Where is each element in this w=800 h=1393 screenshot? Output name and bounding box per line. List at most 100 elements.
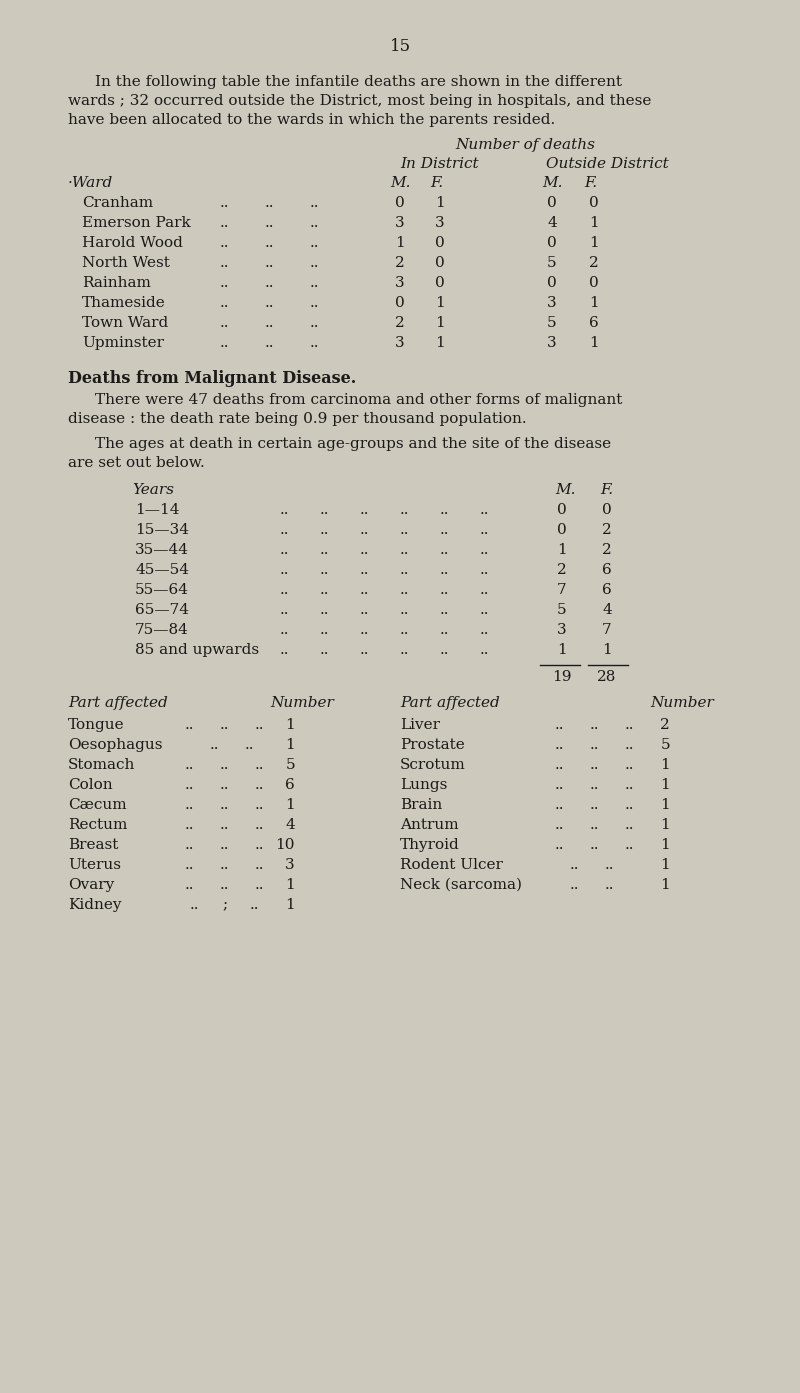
Text: 7: 7: [557, 584, 567, 598]
Text: ..: ..: [360, 603, 370, 617]
Text: ..: ..: [310, 276, 319, 290]
Text: ..: ..: [400, 623, 410, 637]
Text: 3: 3: [395, 336, 405, 350]
Text: ..: ..: [555, 779, 565, 793]
Text: Neck (sarcoma): Neck (sarcoma): [400, 878, 522, 892]
Text: ..: ..: [310, 316, 319, 330]
Text: M.: M.: [555, 483, 575, 497]
Text: 2: 2: [557, 563, 567, 577]
Text: ..: ..: [360, 644, 370, 657]
Text: M.: M.: [542, 176, 562, 189]
Text: Liver: Liver: [400, 717, 440, 731]
Text: ..: ..: [310, 336, 319, 350]
Text: ..: ..: [480, 543, 490, 557]
Text: wards ; 32 occurred outside the District, most being in hospitals, and these: wards ; 32 occurred outside the District…: [68, 93, 651, 109]
Text: ..: ..: [185, 878, 194, 892]
Text: ..: ..: [555, 758, 565, 772]
Text: Rainham: Rainham: [82, 276, 151, 290]
Text: 0: 0: [395, 295, 405, 311]
Text: ..: ..: [280, 584, 290, 598]
Text: ..: ..: [555, 798, 565, 812]
Text: 5: 5: [557, 603, 567, 617]
Text: 0: 0: [395, 196, 405, 210]
Text: ..: ..: [440, 584, 450, 598]
Text: 28: 28: [598, 670, 617, 684]
Text: 15—34: 15—34: [135, 522, 189, 536]
Text: ..: ..: [265, 196, 274, 210]
Text: 0: 0: [547, 196, 557, 210]
Text: ..: ..: [555, 717, 565, 731]
Text: F.: F.: [584, 176, 597, 189]
Text: ..: ..: [400, 644, 410, 657]
Text: ..: ..: [440, 503, 450, 517]
Text: 6: 6: [602, 584, 612, 598]
Text: 75—84: 75—84: [135, 623, 189, 637]
Text: 1: 1: [589, 216, 599, 230]
Text: ..: ..: [320, 522, 330, 536]
Text: ..: ..: [220, 235, 230, 249]
Text: ..: ..: [440, 563, 450, 577]
Text: Colon: Colon: [68, 779, 113, 793]
Text: ..: ..: [220, 818, 230, 832]
Text: ..: ..: [480, 584, 490, 598]
Text: 0: 0: [589, 276, 599, 290]
Text: 1: 1: [589, 336, 599, 350]
Text: ..: ..: [265, 276, 274, 290]
Text: ..: ..: [625, 798, 634, 812]
Text: Stomach: Stomach: [68, 758, 135, 772]
Text: 1: 1: [660, 878, 670, 892]
Text: ..: ..: [320, 603, 330, 617]
Text: F.: F.: [600, 483, 613, 497]
Text: ..: ..: [255, 818, 265, 832]
Text: Years: Years: [132, 483, 174, 497]
Text: Number: Number: [650, 696, 714, 710]
Text: Thyroid: Thyroid: [400, 839, 460, 853]
Text: ..: ..: [590, 818, 599, 832]
Text: 4: 4: [602, 603, 612, 617]
Text: ..: ..: [220, 798, 230, 812]
Text: ..: ..: [590, 839, 599, 853]
Text: Uterus: Uterus: [68, 858, 121, 872]
Text: 0: 0: [602, 503, 612, 517]
Text: ..: ..: [555, 818, 565, 832]
Text: 1: 1: [660, 839, 670, 853]
Text: ..: ..: [605, 878, 614, 892]
Text: 1: 1: [286, 878, 295, 892]
Text: 5: 5: [286, 758, 295, 772]
Text: 6: 6: [602, 563, 612, 577]
Text: ..: ..: [440, 623, 450, 637]
Text: ..: ..: [360, 543, 370, 557]
Text: Number of deaths: Number of deaths: [455, 138, 595, 152]
Text: ..: ..: [265, 295, 274, 311]
Text: ..: ..: [220, 295, 230, 311]
Text: 4: 4: [547, 216, 557, 230]
Text: ..: ..: [480, 522, 490, 536]
Text: 7: 7: [602, 623, 612, 637]
Text: ..: ..: [320, 563, 330, 577]
Text: North West: North West: [82, 256, 170, 270]
Text: ..: ..: [220, 276, 230, 290]
Text: 35—44: 35—44: [135, 543, 189, 557]
Text: 2: 2: [660, 717, 670, 731]
Text: ..: ..: [320, 584, 330, 598]
Text: 5: 5: [660, 738, 670, 752]
Text: ..: ..: [245, 738, 254, 752]
Text: ..: ..: [440, 543, 450, 557]
Text: ..: ..: [590, 738, 599, 752]
Text: ..: ..: [625, 738, 634, 752]
Text: 6: 6: [589, 316, 599, 330]
Text: 3: 3: [435, 216, 445, 230]
Text: ..: ..: [220, 216, 230, 230]
Text: ..: ..: [265, 256, 274, 270]
Text: 65—74: 65—74: [135, 603, 189, 617]
Text: ..: ..: [220, 878, 230, 892]
Text: 5: 5: [547, 316, 557, 330]
Text: 3: 3: [286, 858, 295, 872]
Text: ..: ..: [280, 623, 290, 637]
Text: 0: 0: [435, 276, 445, 290]
Text: ..: ..: [440, 522, 450, 536]
Text: 1: 1: [435, 336, 445, 350]
Text: 2: 2: [395, 316, 405, 330]
Text: ..: ..: [590, 779, 599, 793]
Text: Oesophagus: Oesophagus: [68, 738, 162, 752]
